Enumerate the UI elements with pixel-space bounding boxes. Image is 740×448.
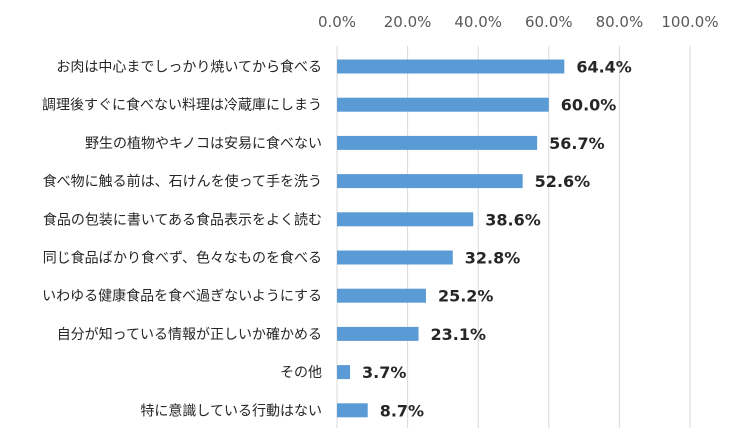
value-label: 8.7% (380, 401, 424, 420)
category-label: 自分が知っている情報が正しいか確かめる (57, 326, 322, 343)
bar (337, 403, 368, 418)
bar (337, 212, 474, 227)
x-tick-label: 0.0% (318, 13, 356, 31)
value-label: 32.8% (465, 249, 521, 268)
value-label: 25.2% (438, 287, 494, 306)
value-label: 64.4% (576, 58, 632, 77)
bar (337, 174, 523, 189)
x-tick-label: 60.0% (525, 13, 573, 31)
bar (337, 59, 565, 74)
value-label: 56.7% (549, 134, 605, 153)
bar (337, 250, 453, 265)
bar (337, 326, 419, 341)
category-label: 調理後すぐに食べない料理は冷蔵庫にしまう (42, 97, 322, 114)
category-label: 食べ物に触る前は、石けんを使って手を洗う (43, 173, 322, 190)
x-tick-label: 80.0% (596, 13, 644, 31)
bars (337, 59, 565, 418)
x-axis-ticks: 0.0% 20.0% 40.0% 60.0% 80.0% 100.0% (318, 13, 719, 31)
bar (337, 135, 538, 150)
value-labels: 64.4% 60.0% 56.7% 52.6% 38.6% 32.8% 25.2% 23.1%… (362, 58, 632, 421)
x-tick-label: 100.0% (661, 13, 718, 31)
category-labels: お肉は中心までしっかり焼いてから食べる調理後すぐに食べない料理は冷蔵庫にしまう野… (42, 59, 322, 420)
bar (337, 288, 426, 303)
category-label: 野生の植物やキノコは安易に食べない (85, 135, 322, 152)
category-label: 特に意識している行動はない (140, 402, 322, 419)
x-tick-label: 20.0% (384, 13, 432, 31)
category-label: いわゆる健康食品を食べ過ぎないようにする (42, 288, 322, 305)
value-label: 23.1% (431, 325, 487, 344)
value-label: 38.6% (485, 210, 541, 229)
value-label: 52.6% (535, 172, 591, 191)
x-tick-label: 40.0% (454, 13, 502, 31)
value-label: 60.0% (561, 96, 617, 115)
category-label: 食品の包装に書いてある食品表示をよく読む (43, 211, 322, 228)
value-label: 3.7% (362, 363, 406, 382)
category-label: お肉は中心までしっかり焼いてから食べる (56, 59, 322, 76)
bar (337, 97, 549, 112)
bar (337, 365, 351, 380)
category-label: その他 (280, 365, 322, 381)
category-label: 同じ食品ばかり食べず、色々なものを食べる (43, 250, 322, 267)
